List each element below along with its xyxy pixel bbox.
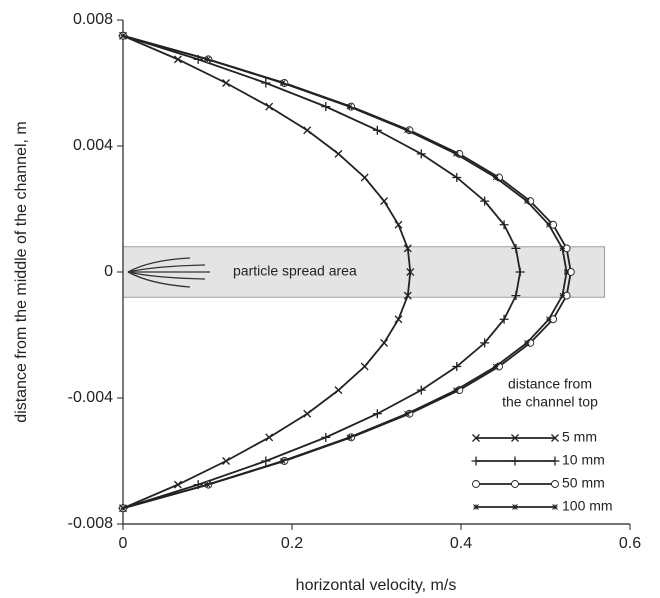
spread-icon — [127, 271, 206, 280]
marker — [403, 291, 412, 300]
legend-label: 10 mm — [562, 452, 605, 468]
marker — [453, 387, 459, 393]
marker — [204, 56, 211, 63]
marker — [120, 32, 126, 39]
legend-marker — [512, 504, 518, 510]
marker — [453, 151, 459, 157]
marker — [563, 269, 570, 275]
marker — [524, 340, 530, 346]
legend-title: the channel top — [502, 394, 598, 410]
marker — [416, 385, 426, 395]
marker — [204, 481, 211, 488]
marker — [404, 410, 410, 417]
marker — [321, 432, 331, 442]
marker — [321, 102, 331, 112]
legend-label: 100 mm — [562, 498, 613, 514]
marker — [261, 456, 271, 466]
marker — [222, 457, 231, 465]
marker — [360, 362, 369, 371]
y-tick-label: 0.008 — [73, 11, 113, 28]
y-tick-label: -0.004 — [68, 389, 113, 406]
marker — [559, 245, 566, 252]
legend-marker — [551, 434, 559, 442]
marker — [334, 149, 343, 158]
x-tick-label: 0 — [119, 535, 128, 552]
marker — [524, 198, 530, 204]
legend-marker — [552, 504, 558, 510]
legend-marker — [472, 480, 480, 488]
marker — [222, 79, 231, 87]
marker — [511, 291, 521, 301]
x-tick-label: 0.4 — [450, 535, 472, 552]
x-tick-label: 0.2 — [281, 535, 303, 552]
marker — [120, 505, 126, 512]
marker — [480, 338, 490, 348]
marker — [265, 102, 274, 111]
marker — [261, 78, 271, 88]
marker — [452, 173, 462, 182]
marker — [173, 480, 182, 489]
y-tick-label: 0 — [104, 263, 113, 280]
marker — [380, 338, 389, 347]
region-label: particle spread area — [233, 263, 357, 279]
legend-marker — [511, 480, 519, 488]
marker — [303, 409, 312, 418]
marker — [346, 103, 353, 110]
marker — [546, 316, 552, 323]
marker — [499, 314, 509, 324]
marker — [546, 221, 552, 228]
x-tick-label: 0.6 — [619, 535, 641, 552]
marker — [452, 362, 462, 371]
marker — [303, 126, 312, 135]
marker — [515, 267, 525, 277]
spread-icon — [127, 271, 191, 288]
x-axis-label: horizontal velocity, m/s — [296, 577, 457, 594]
marker — [394, 220, 403, 229]
marker — [559, 292, 566, 299]
marker — [403, 244, 412, 253]
y-tick-label: -0.008 — [68, 515, 113, 532]
marker — [406, 268, 415, 276]
marker — [279, 80, 286, 86]
marker — [492, 174, 499, 181]
marker — [265, 433, 274, 442]
marker — [346, 434, 353, 441]
marker — [404, 127, 410, 134]
y-tick-label: 0.004 — [73, 137, 113, 154]
marker — [511, 243, 521, 253]
legend-marker — [471, 456, 481, 466]
marker — [394, 315, 403, 324]
legend-marker — [550, 456, 560, 466]
legend-marker — [473, 504, 479, 510]
legend-marker — [551, 480, 559, 488]
legend-label: 50 mm — [562, 475, 605, 491]
marker — [492, 363, 499, 370]
legend-label: 5 mm — [562, 429, 597, 445]
marker — [480, 196, 490, 206]
marker — [372, 125, 382, 135]
legend-marker — [472, 434, 480, 442]
marker — [360, 173, 369, 182]
marker — [279, 458, 286, 464]
marker — [499, 220, 509, 230]
marker — [416, 149, 426, 159]
marker — [372, 409, 382, 419]
marker — [334, 386, 343, 395]
spread-icon — [127, 257, 191, 273]
spread-icon — [127, 264, 206, 273]
legend-marker — [510, 456, 520, 466]
marker — [380, 197, 389, 206]
legend-title: distance from — [508, 376, 592, 392]
marker — [173, 55, 182, 64]
legend-marker — [511, 434, 519, 442]
y-axis-label: distance from the middle of the channel,… — [13, 121, 30, 423]
